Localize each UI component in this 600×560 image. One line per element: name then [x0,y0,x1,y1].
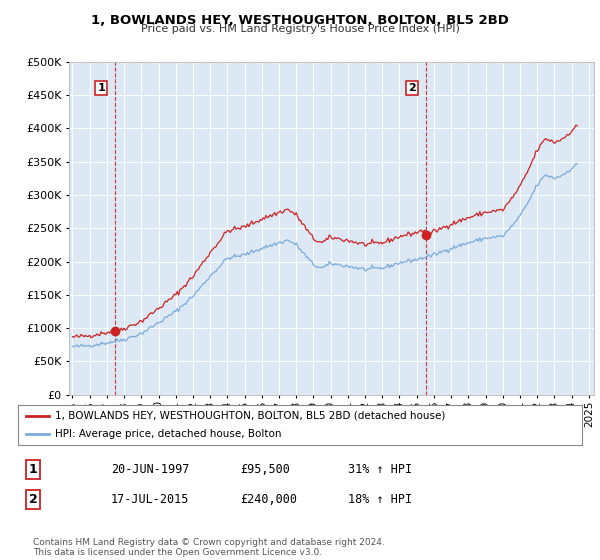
Text: 1, BOWLANDS HEY, WESTHOUGHTON, BOLTON, BL5 2BD (detached house): 1, BOWLANDS HEY, WESTHOUGHTON, BOLTON, B… [55,411,445,421]
Text: 17-JUL-2015: 17-JUL-2015 [111,493,190,506]
Text: HPI: Average price, detached house, Bolton: HPI: Average price, detached house, Bolt… [55,430,281,439]
Text: 18% ↑ HPI: 18% ↑ HPI [348,493,412,506]
Text: Contains HM Land Registry data © Crown copyright and database right 2024.
This d: Contains HM Land Registry data © Crown c… [33,538,385,557]
Text: 1, BOWLANDS HEY, WESTHOUGHTON, BOLTON, BL5 2BD: 1, BOWLANDS HEY, WESTHOUGHTON, BOLTON, B… [91,14,509,27]
Text: 31% ↑ HPI: 31% ↑ HPI [348,463,412,476]
Text: 2: 2 [29,493,37,506]
Text: 20-JUN-1997: 20-JUN-1997 [111,463,190,476]
Text: 2: 2 [409,83,416,94]
Text: Price paid vs. HM Land Registry's House Price Index (HPI): Price paid vs. HM Land Registry's House … [140,24,460,34]
Text: 1: 1 [29,463,37,476]
Text: 1: 1 [97,83,105,94]
Text: £240,000: £240,000 [240,493,297,506]
Text: £95,500: £95,500 [240,463,290,476]
